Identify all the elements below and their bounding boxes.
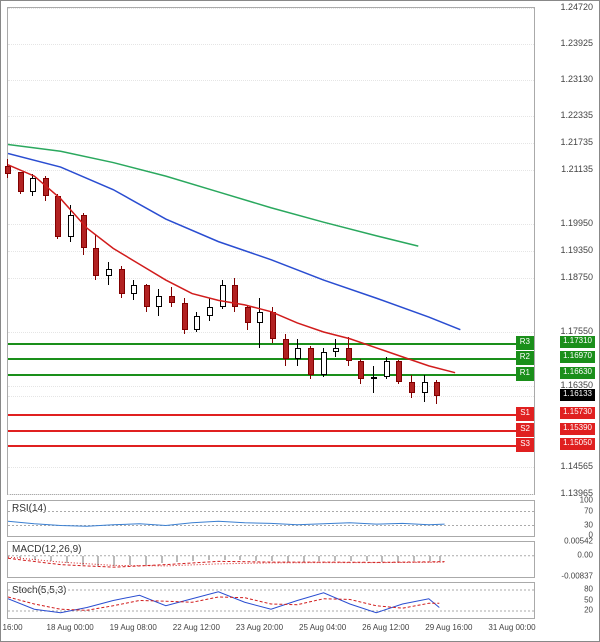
y-tick-label: 1.24720: [560, 2, 593, 12]
macd-ytick: 0.00542: [564, 537, 593, 546]
time-x-axis: ug 16:0018 Aug 00:0019 Aug 08:0022 Aug 1…: [7, 623, 535, 637]
sr-price-s2: 1.15390: [560, 423, 595, 435]
y-tick-label: 1.21735: [560, 137, 593, 147]
macd-y-axis: -0.008370.000.00542: [539, 541, 597, 578]
sr-price-r3: 1.17310: [560, 336, 595, 348]
y-tick-label: 1.21135: [561, 164, 593, 174]
stoch-ytick: 20: [584, 606, 593, 615]
y-tick-label: 1.22335: [560, 110, 593, 120]
macd-ytick: -0.00837: [561, 572, 593, 581]
rsi-y-axis: 03070100: [539, 500, 597, 537]
rsi-ytick: 30: [584, 520, 593, 529]
stoch-ytick: 50: [584, 595, 593, 604]
y-tick-label: 1.19350: [560, 245, 593, 255]
macd-ytick: 0.00: [577, 550, 593, 559]
ma-lines: [8, 8, 534, 494]
macd-lines: [8, 542, 534, 577]
sr-price-s3: 1.15050: [560, 438, 595, 450]
rsi-line: [8, 501, 534, 536]
sr-price-s1: 1.15730: [560, 407, 595, 419]
x-tick-label: ug 16:00: [0, 623, 23, 632]
x-tick-label: 31 Aug 00:00: [488, 623, 535, 632]
y-tick-label: 1.17550: [560, 326, 593, 336]
x-tick-label: 29 Aug 16:00: [425, 623, 472, 632]
x-tick-label: 26 Aug 12:00: [362, 623, 409, 632]
y-tick-label: 1.19950: [560, 218, 593, 228]
x-tick-label: 23 Aug 20:00: [236, 623, 283, 632]
macd-panel[interactable]: MACD(12,26,9): [7, 541, 535, 578]
sr-price-r1: 1.16630: [560, 367, 595, 379]
rsi-ytick: 70: [584, 506, 593, 515]
x-tick-label: 19 Aug 08:00: [110, 623, 157, 632]
stoch-y-axis: 20 5080: [539, 582, 597, 619]
price-y-axis: 1.247201.239251.231301.223351.217351.211…: [539, 7, 597, 495]
x-tick-label: 22 Aug 12:00: [173, 623, 220, 632]
y-tick-label: 1.18750: [560, 272, 593, 282]
stoch-ytick: 80: [584, 585, 593, 594]
x-tick-label: 25 Aug 04:00: [299, 623, 346, 632]
rsi-panel[interactable]: RSI(14): [7, 500, 535, 537]
chart-container: R3R2R1S1S2S3 1.24720 1.23925 1.23130 1.2233…: [0, 0, 600, 642]
rsi-ytick: 100: [580, 496, 593, 505]
current-price: 1.16133: [560, 389, 595, 401]
sr-price-r2: 1.16970: [560, 351, 595, 363]
price-chart-panel[interactable]: R3R2R1S1S2S3: [7, 7, 535, 495]
stoch-lines: [8, 583, 534, 618]
y-tick-label: 1.23130: [560, 74, 593, 84]
y-tick-label: 1.23925: [560, 38, 593, 48]
x-tick-label: 18 Aug 00:00: [47, 623, 94, 632]
y-tick-label: 1.14565: [560, 461, 593, 471]
stoch-panel[interactable]: Stoch(5,5,3): [7, 582, 535, 619]
